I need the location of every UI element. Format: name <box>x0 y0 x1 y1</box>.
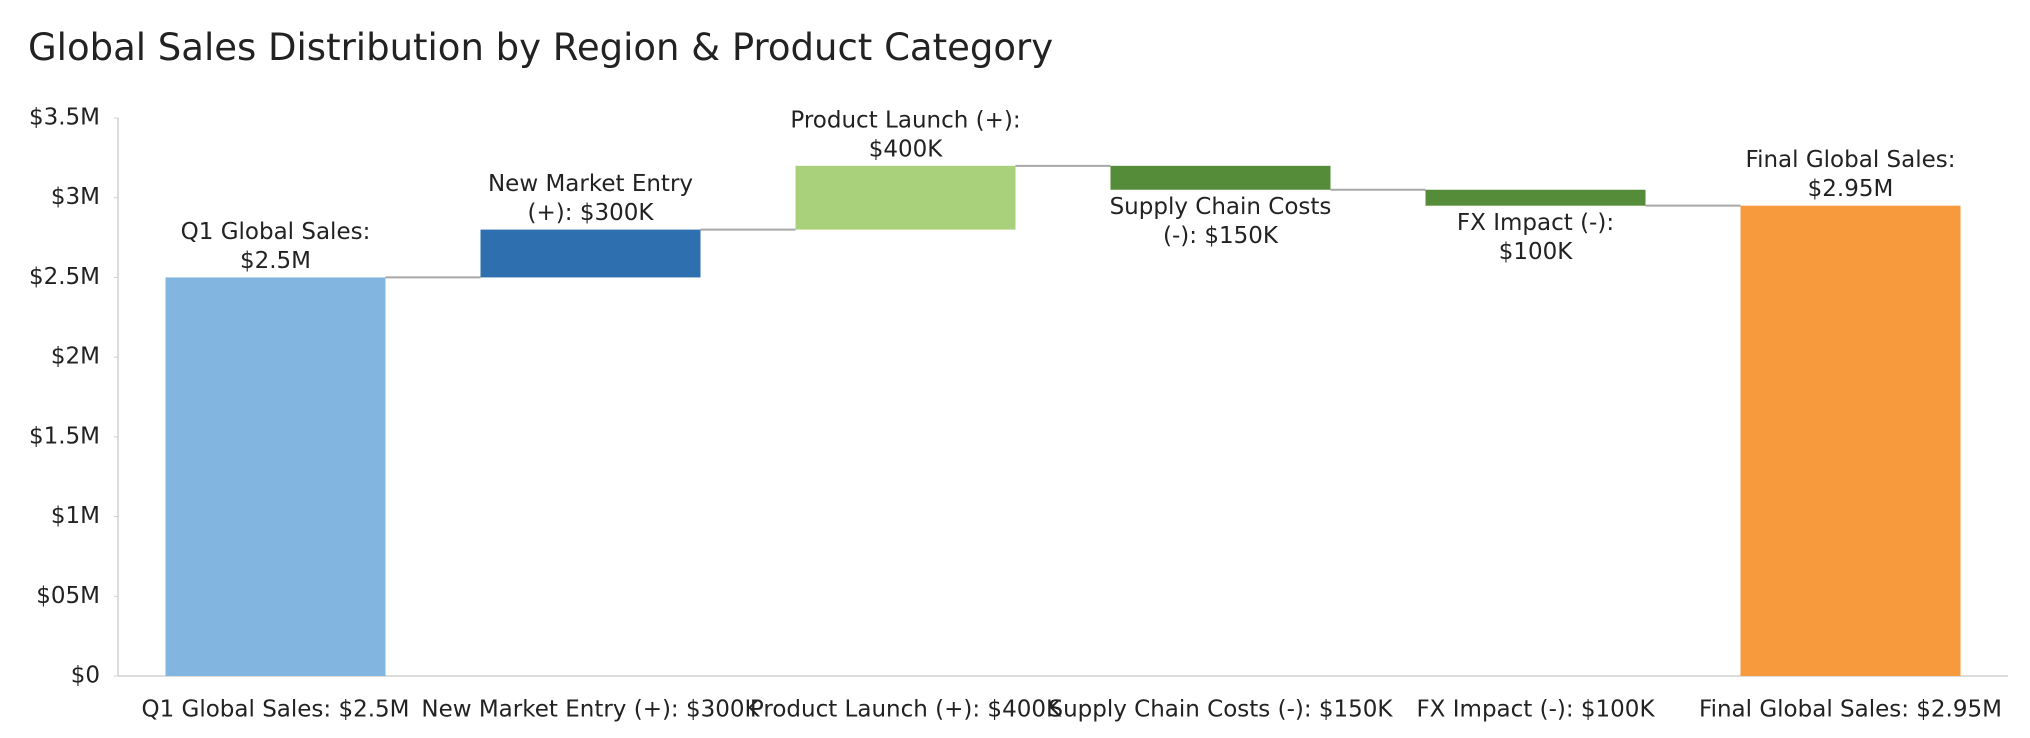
data-label: Q1 Global Sales: <box>181 219 371 245</box>
y-tick-label: $0 <box>71 663 100 689</box>
data-label: (+): $300K <box>528 200 655 226</box>
data-label: $100K <box>1499 239 1574 265</box>
x-tick-label: Product Launch (+): $400K <box>750 697 1062 723</box>
y-tick-label: $05M <box>36 583 100 609</box>
data-label: Product Launch (+): <box>790 107 1020 133</box>
x-tick-label: FX Impact (-): $100K <box>1416 697 1655 723</box>
bar <box>795 165 1016 230</box>
x-tick-label: New Market Entry (+): $300K <box>421 697 760 723</box>
data-label: $400K <box>869 136 944 162</box>
data-label: $2.95M <box>1808 176 1894 202</box>
bar <box>1110 165 1331 190</box>
y-tick-label: $2M <box>51 344 100 370</box>
data-label: (-): $150K <box>1163 223 1279 249</box>
bar <box>1425 189 1646 206</box>
y-tick-label: $1.5M <box>29 423 100 449</box>
data-label: Supply Chain Costs <box>1110 194 1332 220</box>
chart-title: Global Sales Distribution by Region & Pr… <box>28 26 1053 69</box>
bar <box>1740 205 1961 676</box>
y-tick-label: $3.5M <box>29 105 100 131</box>
x-tick-label: Supply Chain Costs (-): $150K <box>1048 697 1393 723</box>
data-label: New Market Entry <box>488 171 693 197</box>
y-tick-label: $3M <box>51 184 100 210</box>
x-tick-label: Q1 Global Sales: $2.5M <box>141 697 409 723</box>
y-tick-label: $1M <box>51 503 100 529</box>
y-tick-label: $2.5M <box>29 264 100 290</box>
data-label: FX Impact (-): <box>1457 210 1614 236</box>
data-label: $2.5M <box>240 248 311 274</box>
bar <box>165 277 386 676</box>
bar <box>480 229 701 278</box>
data-label: Final Global Sales: <box>1746 147 1956 173</box>
x-tick-label: Final Global Sales: $2.95M <box>1699 697 2002 723</box>
